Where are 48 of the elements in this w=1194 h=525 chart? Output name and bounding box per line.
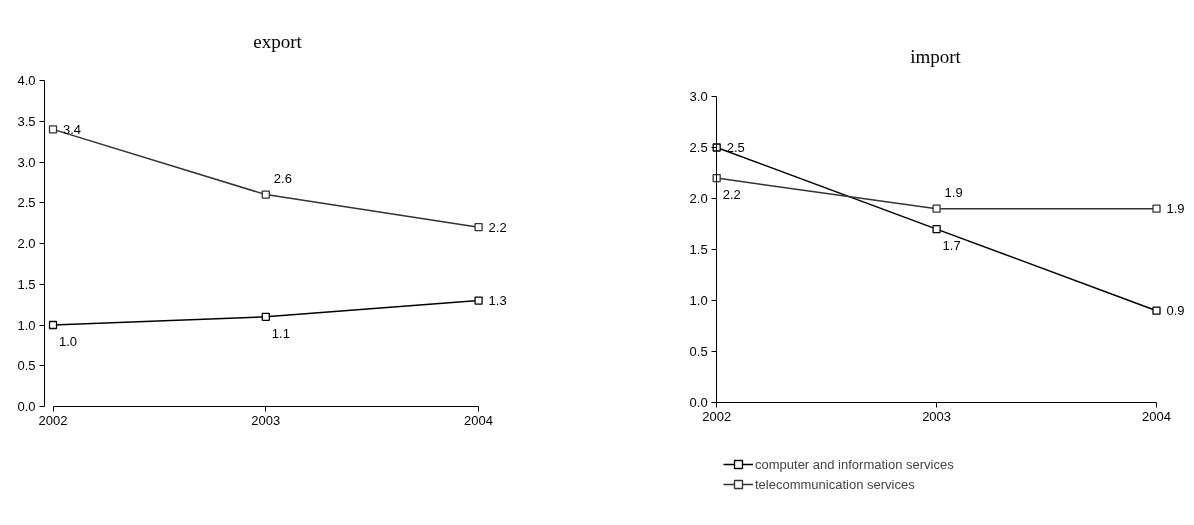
legend-label: computer and information services bbox=[755, 456, 954, 472]
y-tick-label: 1.5 bbox=[689, 242, 708, 257]
y-tick-label: 3.5 bbox=[17, 113, 36, 129]
data-label: 1.1 bbox=[271, 325, 290, 341]
point bbox=[474, 296, 483, 305]
y-tick-label: 2.0 bbox=[17, 236, 36, 251]
data-label: 2.2 bbox=[488, 219, 507, 235]
y-tick-label: 1.5 bbox=[17, 276, 36, 292]
y-tick-label: 0.5 bbox=[689, 344, 708, 359]
point bbox=[1152, 204, 1161, 213]
data-label: 1.7 bbox=[942, 238, 961, 254]
y-tick-label: 2.0 bbox=[689, 191, 708, 206]
chart-title: export bbox=[253, 31, 303, 52]
y-tick-label: 2.5 bbox=[17, 195, 36, 211]
data-label: 1.9 bbox=[944, 184, 963, 200]
x-tick-label: 2004 bbox=[1142, 408, 1171, 424]
y-tick-label: 1.0 bbox=[17, 317, 36, 333]
x-tick-label: 2004 bbox=[464, 412, 494, 428]
point bbox=[261, 190, 270, 199]
data-label: 2.5 bbox=[726, 140, 745, 155]
point bbox=[48, 125, 58, 134]
y-tick-label: 1.0 bbox=[689, 293, 708, 308]
x-tick-label: 2003 bbox=[251, 412, 281, 428]
x-tick-label: 2002 bbox=[702, 408, 732, 424]
y-tick-label: 0.0 bbox=[17, 399, 36, 414]
data-label: 1.3 bbox=[488, 293, 507, 309]
data-label: 1.9 bbox=[1166, 201, 1185, 217]
point bbox=[932, 204, 941, 213]
data-label: 0.9 bbox=[1166, 303, 1185, 319]
data-label: 2.6 bbox=[273, 170, 292, 186]
point bbox=[932, 224, 941, 234]
y-tick-label: 4.0 bbox=[17, 73, 36, 88]
point bbox=[1152, 306, 1161, 315]
legend-label: telecommunication services bbox=[755, 476, 915, 492]
y-tick-label: 2.5 bbox=[689, 140, 708, 155]
chart-title: import bbox=[910, 45, 962, 67]
y-tick-label: 3.0 bbox=[689, 89, 708, 104]
data-label: 3.4 bbox=[63, 121, 82, 137]
point bbox=[261, 312, 270, 321]
y-tick-label: 3.0 bbox=[17, 154, 36, 170]
data-label: 2.2 bbox=[722, 187, 741, 203]
data-label: 1.0 bbox=[59, 334, 78, 349]
y-tick-label: 0.5 bbox=[17, 358, 36, 374]
point bbox=[48, 320, 58, 330]
x-tick-label: 2003 bbox=[922, 408, 952, 424]
x-tick-label: 2002 bbox=[38, 412, 68, 428]
y-tick-label: 0.0 bbox=[689, 395, 708, 410]
point bbox=[474, 223, 483, 232]
